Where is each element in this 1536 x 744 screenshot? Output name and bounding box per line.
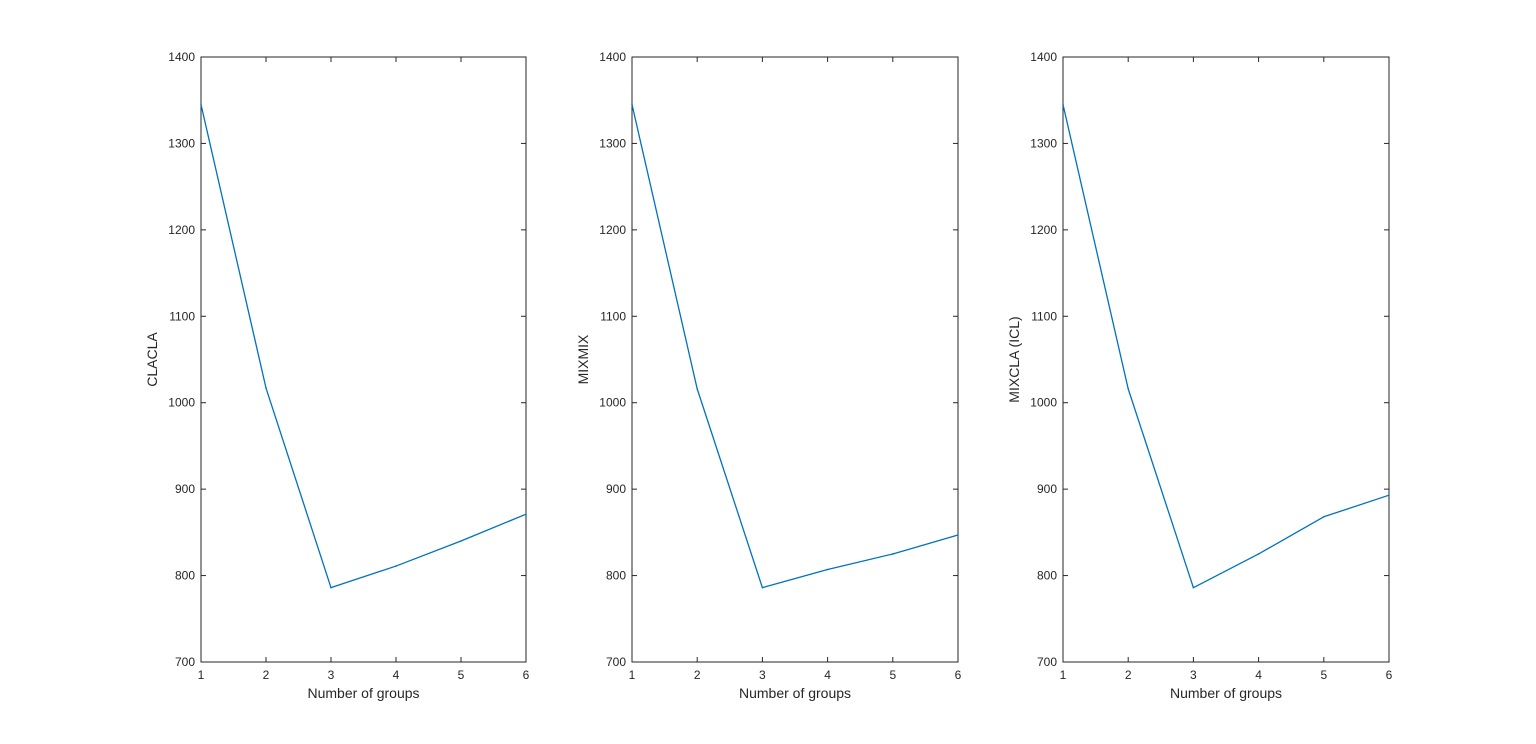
- data-point: [1388, 494, 1390, 496]
- y-tick-label: 1300: [1030, 136, 1057, 150]
- x-tick-label: 6: [1386, 668, 1393, 682]
- y-tick-label: 1100: [600, 309, 626, 323]
- x-tick-label: 6: [523, 668, 530, 682]
- y-axis-label: CLACLA: [144, 332, 160, 387]
- y-tick-label: 900: [175, 482, 195, 496]
- data-point: [696, 388, 698, 390]
- axes-frame: [631, 56, 959, 663]
- y-tick-label: 1300: [599, 136, 626, 150]
- data-point: [826, 568, 829, 571]
- x-tick-label: 3: [1190, 668, 1197, 682]
- y-tick-label: 1100: [1031, 309, 1057, 323]
- data-point: [631, 103, 633, 106]
- data-point: [1257, 553, 1260, 555]
- x-tick-label: 6: [955, 668, 962, 682]
- y-tick-label: 1000: [168, 396, 195, 410]
- y-tick-label: 1300: [168, 136, 195, 150]
- y-tick-label: 900: [606, 482, 626, 496]
- series-line: [631, 104, 959, 589]
- y-tick-label: 1000: [1030, 396, 1057, 410]
- y-tick-label: 700: [1037, 655, 1057, 669]
- x-tick-label: 2: [1125, 668, 1132, 682]
- x-tick-label: 1: [629, 668, 636, 682]
- x-axis-label: Number of groups: [307, 685, 419, 701]
- data-point: [330, 586, 332, 589]
- subplot-1: 1 2 3 4 5 6 700 800 900 1000 1100 1200 1300 1400 Numbe…: [144, 50, 530, 701]
- y-tick-label: 1000: [599, 396, 626, 410]
- data-point: [957, 534, 959, 536]
- x-tick-label: 3: [759, 668, 766, 682]
- data-point: [1192, 586, 1195, 589]
- x-axis-label: Number of groups: [1170, 685, 1282, 701]
- y-tick-label: 1400: [168, 50, 195, 64]
- y-tick-label: 700: [606, 655, 626, 669]
- y-tick-label: 700: [175, 655, 195, 669]
- y-tick-label: 1100: [169, 309, 195, 323]
- y-axis-label: MIXMIX: [575, 334, 591, 384]
- y-tick-label: 900: [1037, 482, 1057, 496]
- y-tick-label: 800: [175, 569, 195, 583]
- axes-frame: [1062, 56, 1390, 663]
- axes-frame: [200, 56, 527, 663]
- data-point: [200, 103, 202, 106]
- data-point: [892, 553, 894, 555]
- x-tick-label: 4: [393, 668, 400, 682]
- y-tick-label: 800: [1037, 569, 1057, 583]
- y-tick-label: 1200: [599, 223, 626, 237]
- y-tick-label: 1200: [1030, 223, 1057, 237]
- x-tick-label: 4: [824, 668, 831, 682]
- x-tick-label: 5: [889, 668, 896, 682]
- x-tick-label: 4: [1255, 668, 1262, 682]
- y-tick-label: 800: [606, 569, 626, 583]
- subplot-3: 1 2 3 4 5 6 700 800 900 1000 1100 1200 1300 1400 Numbe…: [1006, 50, 1393, 701]
- data-point: [761, 586, 764, 589]
- data-point: [265, 387, 267, 389]
- x-tick-label: 2: [694, 668, 701, 682]
- data-point: [525, 513, 527, 516]
- x-tick-label: 5: [458, 668, 465, 682]
- series-line: [1062, 104, 1390, 589]
- y-tick-label: 1200: [168, 223, 195, 237]
- data-point: [1062, 103, 1064, 106]
- y-axis-label: MIXCLA (ICL): [1006, 316, 1022, 402]
- data-point: [395, 565, 397, 567]
- series-line: [200, 104, 527, 589]
- x-tick-label: 3: [328, 668, 335, 682]
- data-point: [1323, 516, 1325, 518]
- x-tick-label: 5: [1320, 668, 1327, 682]
- data-point: [460, 540, 462, 542]
- x-tick-label: 2: [263, 668, 270, 682]
- x-axis-label: Number of groups: [739, 685, 851, 701]
- x-tick-label: 1: [1060, 668, 1067, 682]
- subplot-2: 1 2 3 4 5 6 700 800 900 1000 1100 1200 1300 1400 Numbe…: [575, 50, 962, 701]
- data-point: [1127, 388, 1129, 390]
- x-tick-label: 1: [198, 668, 205, 682]
- y-tick-label: 1400: [599, 50, 626, 64]
- y-tick-label: 1400: [1030, 50, 1057, 64]
